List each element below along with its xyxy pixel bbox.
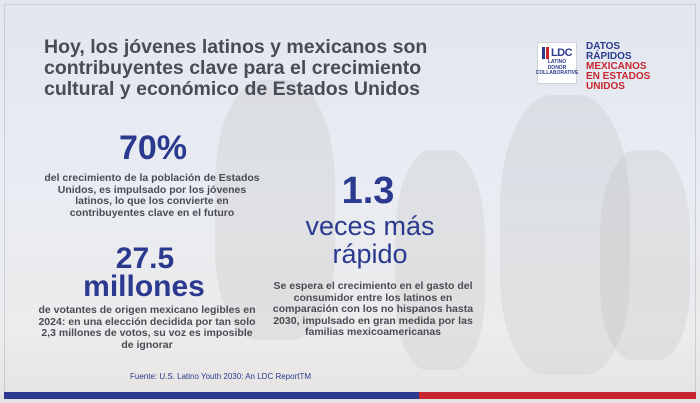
stat-27-5-unit: millones bbox=[83, 270, 205, 303]
logo-bar-red bbox=[545, 47, 549, 59]
footer-bar-red bbox=[419, 392, 696, 399]
stat-1-3-value: 1.3 bbox=[341, 170, 395, 212]
stat-70-value: 70% bbox=[118, 129, 188, 167]
footer-bar-blue bbox=[4, 392, 419, 399]
facts-line-rapidos: RÁPIDOS bbox=[586, 51, 632, 62]
logo-bar-blue bbox=[541, 47, 545, 59]
logo-line: DONOR bbox=[547, 64, 567, 71]
source-citation: Fuente: U.S. Latino Youth 2030: An LDC R… bbox=[130, 372, 311, 381]
logo-line: LATINO bbox=[547, 59, 567, 65]
facts-label: DATOS RÁPIDOS MEXICANOS EN ESTADOS UNIDO… bbox=[586, 42, 650, 92]
stat-27-5-text: de votantes de origen mexicano legibles … bbox=[38, 304, 256, 351]
logo-line: COLLABORATIVE bbox=[535, 70, 579, 76]
facts-line-mexicanos: MEXICANOS bbox=[586, 61, 647, 72]
stat-70-text: del crecimiento de la población de Estad… bbox=[44, 172, 260, 219]
stat-1-3-text: Se espera el crecimiento en el gasto del… bbox=[272, 280, 474, 338]
ldc-logo-mark: LDC bbox=[541, 46, 573, 60]
logo-letters: LDC bbox=[550, 47, 573, 59]
stat-27-5-value: 27.5 bbox=[115, 242, 175, 275]
headline: Hoy, los jóvenes latinos y mexicanos son… bbox=[44, 36, 428, 100]
facts-line-datos: DATOS bbox=[586, 41, 621, 52]
stat-1-3-unit: veces más rápido bbox=[305, 211, 435, 269]
facts-line-en-estados: EN ESTADOS bbox=[586, 71, 651, 82]
facts-line-unidos: UNIDOS bbox=[586, 81, 625, 92]
ldc-logo: LDC LATINO DONOR COLLABORATIVE bbox=[535, 42, 579, 84]
